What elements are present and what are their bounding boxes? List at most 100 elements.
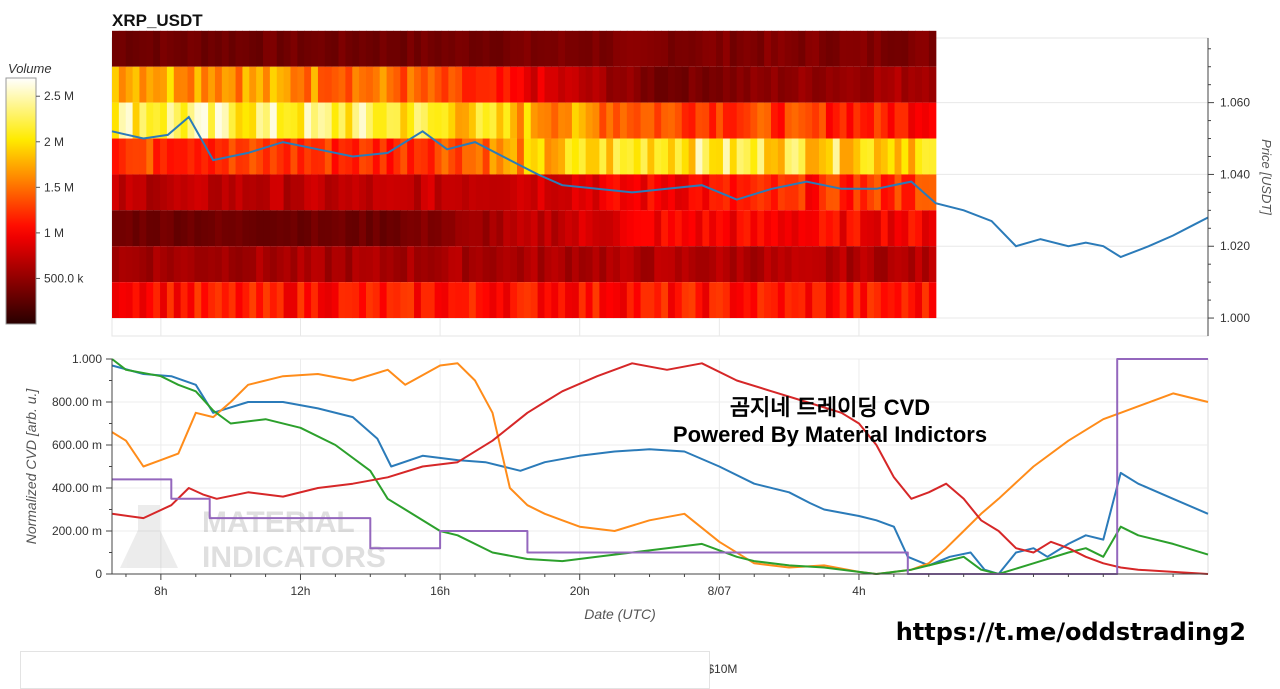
heatmap-cell: [228, 66, 237, 103]
heatmap-cell: [269, 102, 278, 139]
heatmap-cell: [523, 102, 532, 139]
heatmap-cell: [201, 66, 209, 103]
heatmap-cell: [867, 138, 875, 175]
heatmap-cell: [736, 282, 745, 319]
heatmap-cell: [853, 174, 861, 211]
heatmap-cell: [873, 210, 882, 247]
heatmap-cell: [324, 102, 333, 139]
heatmap-cell: [235, 102, 244, 139]
heatmap-cell: [894, 102, 903, 139]
heatmap-cell: [400, 282, 408, 319]
heatmap-cell: [468, 138, 477, 175]
heatmap-cell: [434, 210, 443, 247]
heatmap-cell: [386, 66, 395, 103]
heatmap-cell: [420, 246, 429, 283]
heatmap-cell: [922, 102, 930, 139]
heatmap-cell: [661, 282, 669, 319]
heatmap-cell: [194, 66, 202, 103]
heatmap-cell: [173, 210, 182, 247]
heatmap-cell: [640, 66, 649, 103]
heatmap-cell: [503, 282, 511, 319]
heatmap-cell: [153, 102, 161, 139]
heatmap-cell: [468, 102, 477, 139]
heatmap-cell: [359, 246, 367, 283]
heatmap-cell: [407, 174, 415, 211]
heatmap-cell: [242, 210, 250, 247]
heatmap-cell: [139, 66, 147, 103]
heatmap-cell: [517, 282, 525, 319]
heatmap-cell: [887, 174, 896, 211]
heatmap-cell: [791, 138, 800, 175]
heatmap-cell: [846, 138, 854, 175]
heatmap-cell: [812, 174, 820, 211]
heatmap-cell: [510, 66, 518, 103]
heatmap-cell: [585, 174, 594, 211]
heatmap-cell: [688, 138, 697, 175]
heatmap-cell: [661, 138, 669, 175]
heatmap-cell: [722, 210, 731, 247]
heatmap-cell: [558, 174, 566, 211]
heatmap-cell: [668, 66, 676, 103]
heatmap-cell: [345, 246, 353, 283]
heatmap-cell: [146, 246, 154, 283]
heatmap-cell: [716, 138, 724, 175]
heatmap-cell: [880, 66, 889, 103]
heatmap-cell: [290, 246, 298, 283]
heatmap-cell: [311, 102, 319, 139]
heatmap-cell: [894, 138, 903, 175]
heatmap-cell: [757, 246, 765, 283]
heatmap-cell: [867, 174, 875, 211]
heatmap-cell: [235, 246, 244, 283]
heatmap-cell: [338, 66, 346, 103]
heatmap-cell: [482, 30, 491, 67]
heatmap-cell: [173, 282, 182, 319]
heatmap-cell: [352, 30, 360, 67]
heatmap-cell: [153, 246, 161, 283]
heatmap-cell: [791, 210, 800, 247]
heatmap-cell: [530, 174, 539, 211]
heatmap-cell: [709, 246, 717, 283]
heatmap-cell: [530, 246, 539, 283]
heatmap-cell: [839, 282, 848, 319]
heatmap-cell: [304, 138, 312, 175]
heatmap-cell: [743, 138, 752, 175]
heatmap-cell: [777, 174, 786, 211]
heatmap-cell: [489, 30, 498, 67]
heatmap-cell: [585, 138, 594, 175]
heatmap-cell: [599, 66, 607, 103]
heatmap-cell: [736, 210, 745, 247]
heatmap-cell: [523, 282, 532, 319]
heatmap-cell: [400, 30, 408, 67]
heatmap-cell: [722, 246, 731, 283]
heatmap-cell: [235, 66, 244, 103]
heatmap-cell: [317, 102, 326, 139]
heatmap-cell: [221, 30, 230, 67]
heatmap-cell: [414, 210, 422, 247]
cvd-y-tick-label: 1.000: [72, 352, 102, 366]
heatmap-cell: [777, 66, 786, 103]
heatmap-cell: [118, 30, 127, 67]
heatmap-cell: [132, 138, 141, 175]
heatmap-cell: [915, 138, 923, 175]
heatmap-cell: [475, 246, 484, 283]
heatmap-cell: [688, 102, 697, 139]
heatmap-cell: [194, 174, 202, 211]
telegram-url[interactable]: https://t.me/oddstrading2: [895, 618, 1246, 646]
heatmap-cell: [324, 174, 333, 211]
heatmap-cell: [633, 30, 642, 67]
heatmap-cell: [661, 30, 669, 67]
heatmap-cell: [585, 102, 594, 139]
heatmap-cell: [661, 210, 669, 247]
heatmap-cell: [283, 282, 292, 319]
heatmap-cell: [146, 210, 154, 247]
heatmap-cell: [928, 282, 937, 319]
heatmap-cell: [729, 138, 738, 175]
heatmap-cell: [578, 138, 587, 175]
heatmap-cell: [585, 30, 594, 67]
heatmap-cell: [489, 66, 498, 103]
heatmap-cell: [427, 66, 436, 103]
heatmap-cell: [496, 174, 504, 211]
heatmap-cell: [640, 174, 649, 211]
heatmap-cell: [825, 210, 834, 247]
